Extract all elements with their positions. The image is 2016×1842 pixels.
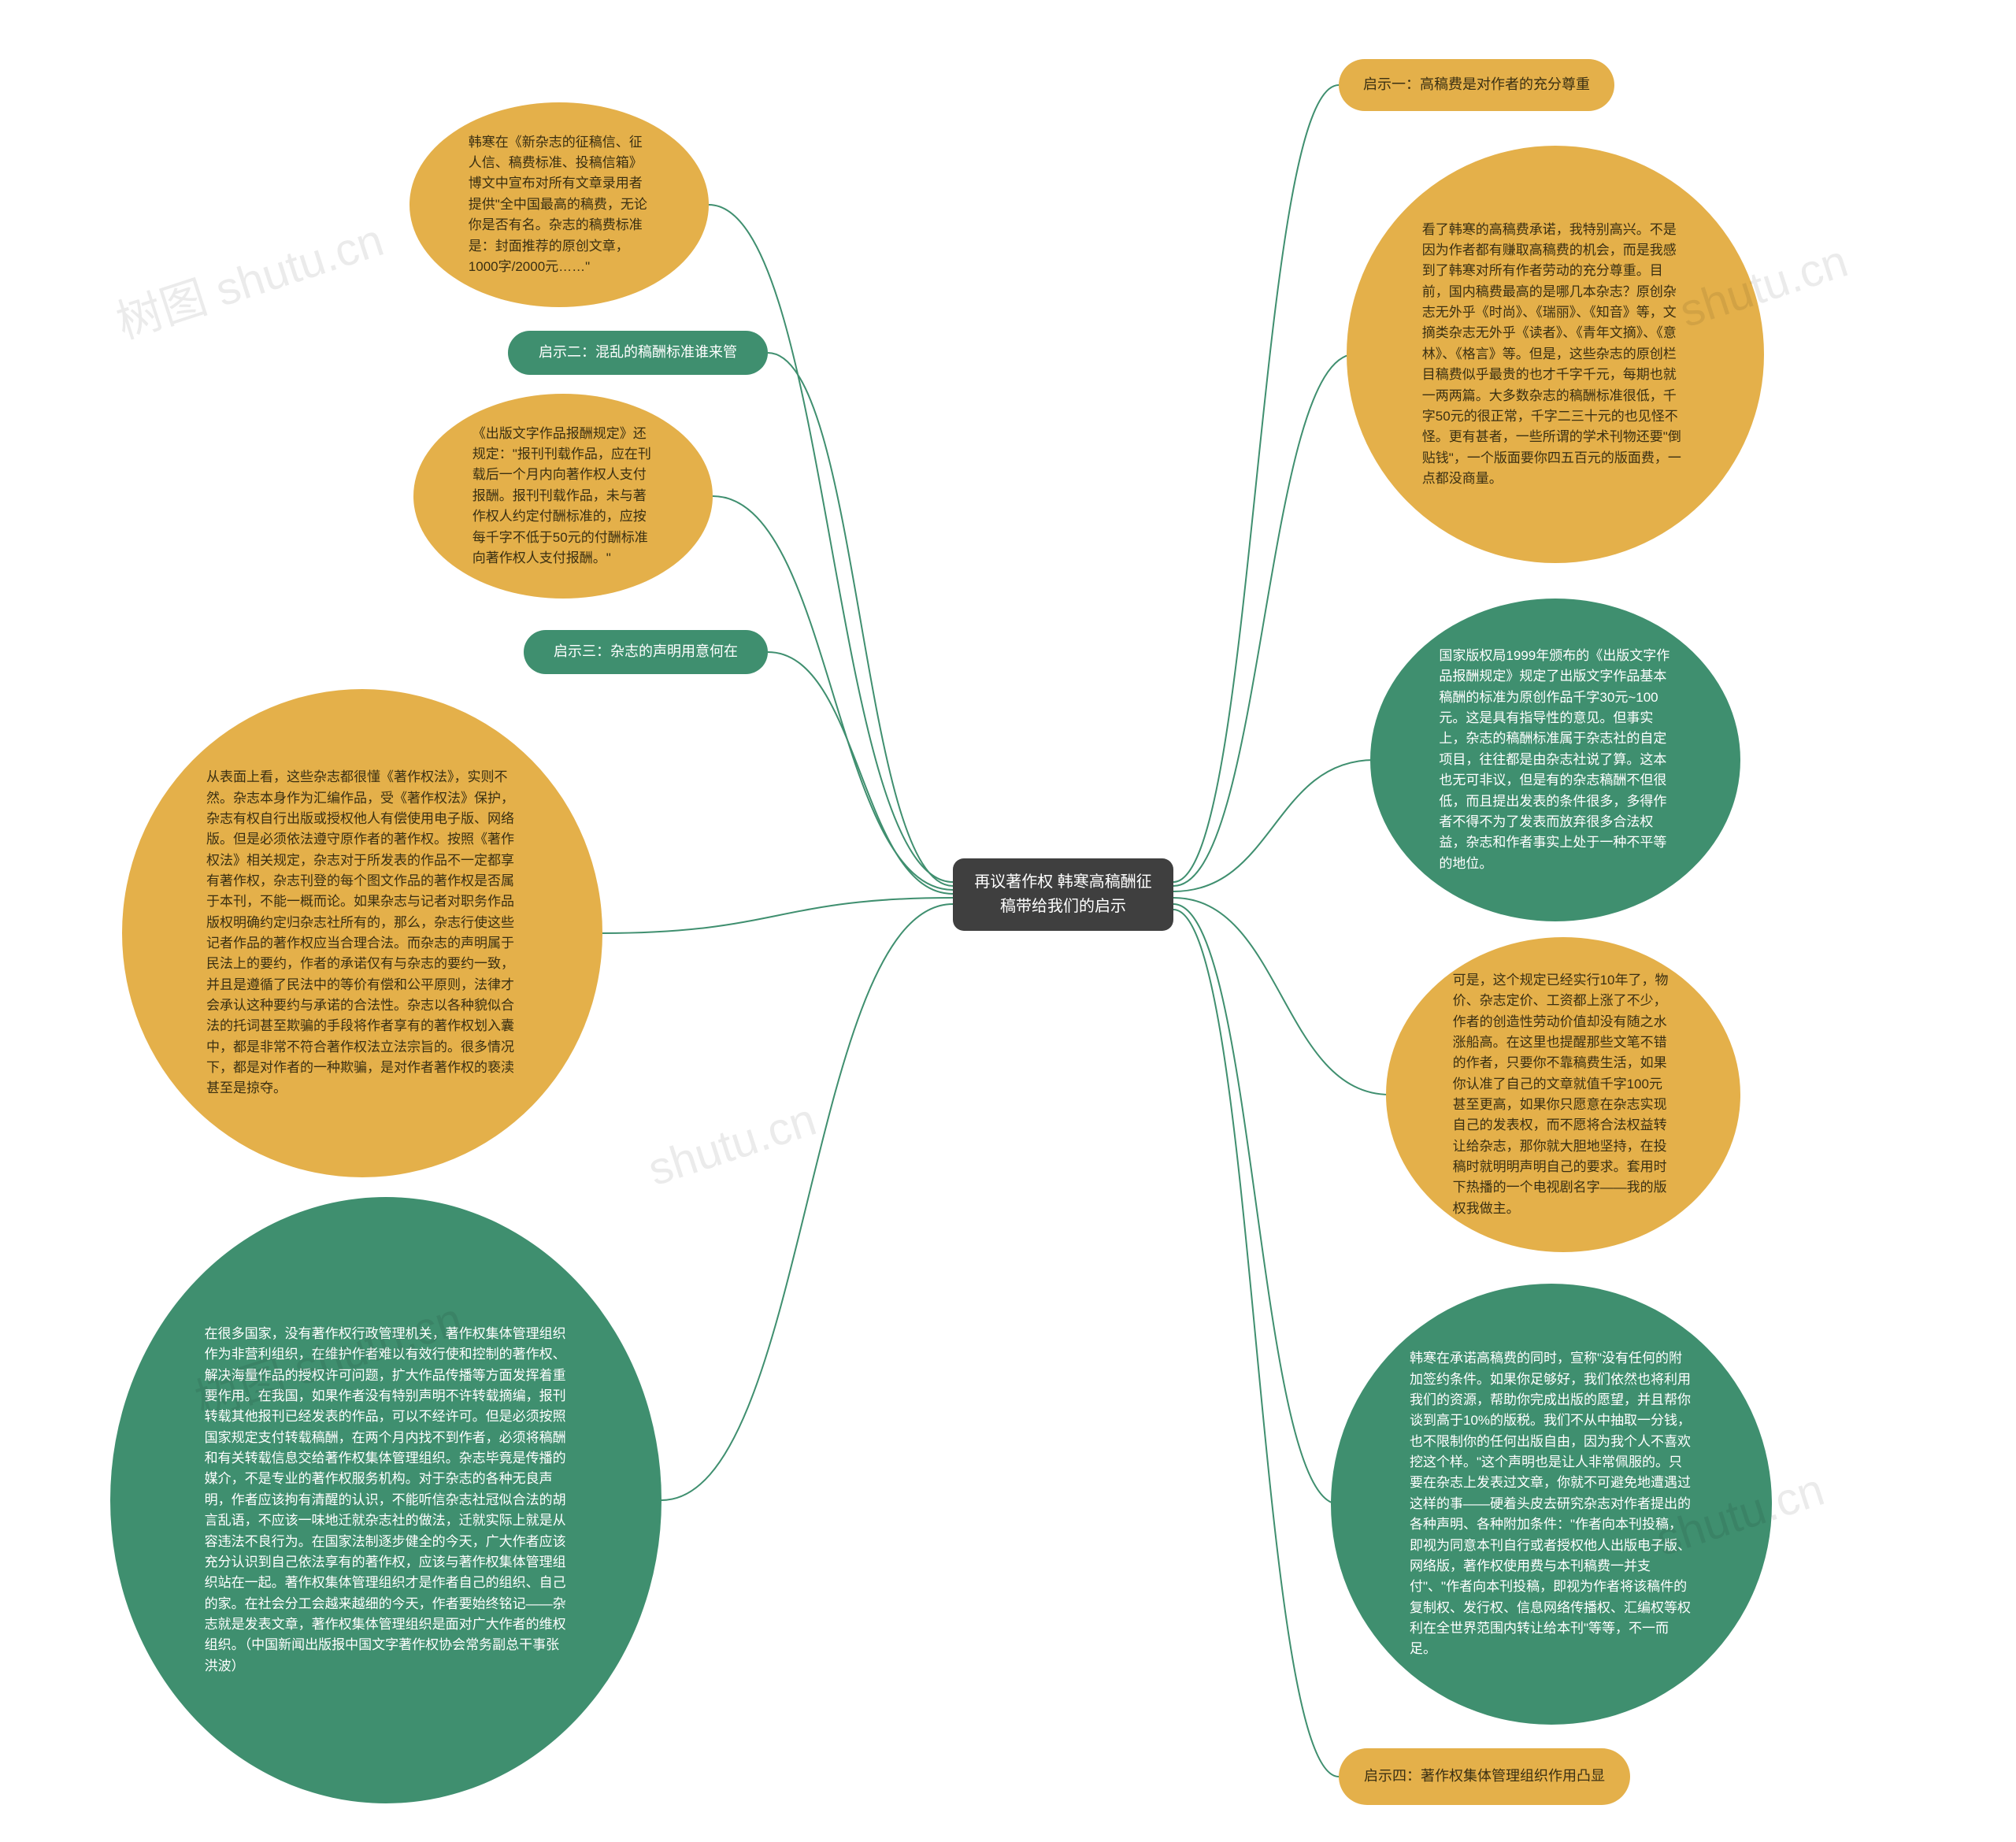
label: 启示二：混乱的稿酬标准谁来管 (539, 342, 737, 364)
node-l3-body: 从表面上看，这些杂志都很懂《著作权法》，实则不然。杂志本身作为汇编作品，受《著作… (122, 689, 602, 1177)
label: 启示三：杂志的声明用意何在 (554, 641, 738, 663)
label: 国家版权局1999年颁布的《出版文字作品报酬规定》规定了出版文字作品基本稿酬的标… (1439, 648, 1670, 870)
node-l3-title: 启示三：杂志的声明用意何在 (524, 630, 768, 674)
label: 看了韩寒的高稿费承诺，我特别高兴。不是因为作者都有赚取高稿费的机会，而是我感到了… (1422, 222, 1681, 486)
node-l2-body: 《出版文字作品报酬规定》还规定："报刊刊载作品，应在刊载后一个月内向著作权人支付… (413, 394, 713, 599)
label: 《出版文字作品报酬规定》还规定："报刊刊载作品，应在刊载后一个月内向著作权人支付… (472, 426, 651, 565)
label: 韩寒在承诺高稿费的同时，宣称"没有任何的附加签约条件。如果你足够好，我们依然也将… (1410, 1351, 1691, 1656)
label: 可是，这个规定已经实行10年了，物价、杂志定价、工资都上涨了不少，作者的创造性劳… (1453, 973, 1669, 1216)
label: 在很多国家，没有著作权行政管理机关，著作权集体管理组织作为非营利组织，在维护作者… (205, 1326, 566, 1673)
label: 从表面上看，这些杂志都很懂《著作权法》，实则不然。杂志本身作为汇编作品，受《著作… (206, 769, 514, 1095)
node-l4-body: 在很多国家，没有著作权行政管理机关，著作权集体管理组织作为非营利组织，在维护作者… (110, 1197, 662, 1803)
node-r2-body2: 可是，这个规定已经实行10年了，物价、杂志定价、工资都上涨了不少，作者的创造性劳… (1386, 937, 1740, 1252)
node-r4-title: 启示四：著作权集体管理组织作用凸显 (1339, 1748, 1630, 1805)
node-r1-body: 看了韩寒的高稿费承诺，我特别高兴。不是因为作者都有赚取高稿费的机会，而是我感到了… (1347, 146, 1764, 563)
center-node: 再议著作权 韩寒高稿酬征稿带给我们的启示 (953, 858, 1173, 931)
node-r2-body1: 国家版权局1999年颁布的《出版文字作品报酬规定》规定了出版文字作品基本稿酬的标… (1370, 599, 1740, 921)
label: 启示一：高稿费是对作者的充分尊重 (1363, 74, 1590, 96)
node-r3-body: 韩寒在承诺高稿费的同时，宣称"没有任何的附加签约条件。如果你足够好，我们依然也将… (1331, 1284, 1772, 1725)
watermark: shutu.cn (642, 1093, 822, 1196)
center-text: 再议著作权 韩寒高稿酬征稿带给我们的启示 (969, 870, 1158, 919)
node-r1-title: 启示一：高稿费是对作者的充分尊重 (1339, 59, 1614, 111)
label: 启示四：著作权集体管理组织作用凸显 (1364, 1766, 1605, 1788)
node-l1-body: 韩寒在《新杂志的征稿信、征人信、稿费标准、投稿信箱》博文中宣布对所有文章录用者提… (410, 102, 709, 307)
watermark: 树图 shutu.cn (107, 203, 391, 351)
label: 韩寒在《新杂志的征稿信、征人信、稿费标准、投稿信箱》博文中宣布对所有文章录用者提… (469, 135, 647, 274)
node-l2-title: 启示二：混乱的稿酬标准谁来管 (508, 331, 768, 375)
